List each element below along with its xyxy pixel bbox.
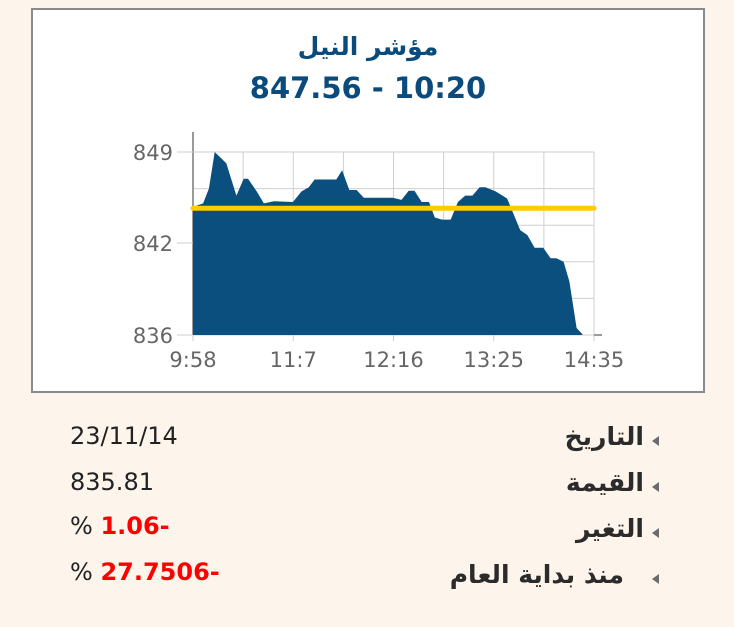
- bullet-triangle-icon: [652, 574, 659, 584]
- change-label: التغير: [575, 514, 644, 543]
- x-tick-label: 13:25: [463, 348, 524, 372]
- x-tick-label: 14:35: [564, 348, 625, 372]
- bullet-triangle-icon: [652, 436, 659, 446]
- x-tick-label: 9:58: [169, 348, 216, 372]
- area-series: [193, 152, 583, 335]
- ytd-label: منذ بداية العام: [449, 560, 624, 589]
- x-tick-label: 12:16: [363, 348, 424, 372]
- y-tick-label: 842: [133, 232, 173, 256]
- date-label: التاريخ: [564, 422, 644, 451]
- index-value: 835.81: [70, 468, 154, 496]
- y-tick-label: 849: [133, 141, 173, 165]
- info-row-ytd: منذ بداية العام % 27.7506-: [0, 558, 734, 598]
- x-tick-label: 11:7: [270, 348, 317, 372]
- percent-sign: %: [70, 558, 93, 586]
- bullet-triangle-icon: [652, 528, 659, 538]
- y-tick-label: 836: [133, 324, 173, 348]
- chart-title: مؤشر النيل: [297, 32, 439, 61]
- ytd-value: % 27.7506-: [70, 558, 220, 586]
- date-value: 23/11/14: [70, 422, 178, 450]
- chart-subtitle: 847.56 - 10:20: [249, 71, 487, 105]
- bullet-triangle-icon: [652, 482, 659, 492]
- change-number: 1.06-: [100, 512, 170, 540]
- info-row-date: التاريخ 23/11/14: [0, 420, 734, 460]
- change-value: % 1.06-: [70, 512, 170, 540]
- info-row-value: القيمة 835.81: [0, 466, 734, 506]
- value-label: القيمة: [565, 468, 644, 497]
- info-row-change: التغير % 1.06-: [0, 512, 734, 552]
- percent-sign: %: [70, 512, 93, 540]
- ytd-number: 27.7506-: [100, 558, 220, 586]
